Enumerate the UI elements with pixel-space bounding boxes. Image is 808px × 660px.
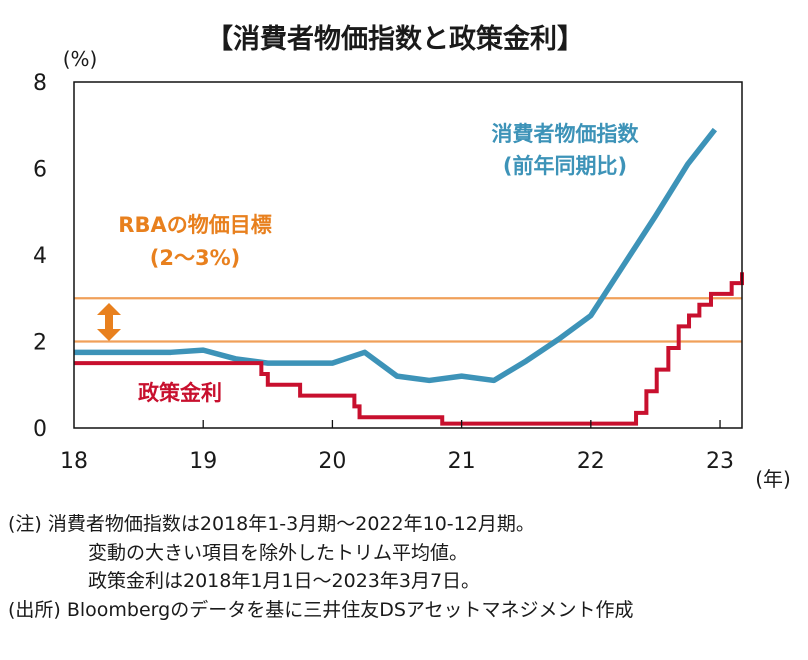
y-tick-label: 4 bbox=[33, 244, 47, 269]
y-tick-label: 0 bbox=[33, 417, 47, 442]
plot-frame bbox=[73, 81, 743, 429]
chart: 【消費者物価指数と政策金利】 (%) (年) 0 2 4 6 8 18 19 20 21 22 2… bbox=[33, 23, 791, 491]
y-tick-label: 6 bbox=[33, 158, 47, 183]
y-tick-label: 8 bbox=[33, 71, 47, 96]
x-tick-label: 21 bbox=[448, 449, 476, 474]
x-axis: 18 19 20 21 22 23 bbox=[60, 420, 734, 474]
cpi-label-line1: 消費者物価指数 bbox=[492, 122, 640, 146]
target-arrow bbox=[97, 303, 121, 341]
cpi-series bbox=[73, 127, 718, 384]
note-line: 変動の大きい項目を除外したトリム平均値。 bbox=[88, 541, 469, 564]
target-label-line2: (2〜3%) bbox=[150, 246, 240, 270]
y-axis: 0 2 4 6 8 bbox=[33, 71, 47, 442]
target-label-line1: RBAの物価目標 bbox=[118, 213, 271, 237]
policy-rate-label: 政策金利 bbox=[138, 381, 222, 405]
target-band bbox=[74, 297, 742, 343]
x-tick-label: 22 bbox=[577, 449, 605, 474]
series-layer bbox=[73, 127, 744, 426]
cpi-label-line2: (前年同期比) bbox=[503, 154, 627, 178]
x-tick-label: 23 bbox=[706, 449, 734, 474]
x-tick-label: 18 bbox=[60, 449, 88, 474]
y-axis-unit: (%) bbox=[63, 47, 98, 71]
note-line: 政策金利は2018年1月1日〜2023年3月7日。 bbox=[88, 570, 481, 592]
x-axis-unit: (年) bbox=[755, 467, 791, 491]
notes: (注) 消費者物価指数は2018年1-3月期〜2022年10-12月期。 変動の… bbox=[8, 510, 803, 624]
x-tick-label: 20 bbox=[318, 449, 346, 474]
y-tick-label: 2 bbox=[33, 331, 47, 356]
note-line: (注) 消費者物価指数は2018年1-3月期〜2022年10-12月期。 bbox=[8, 513, 535, 535]
chart-title: 【消費者物価指数と政策金利】 bbox=[206, 23, 584, 55]
policy-rate-series bbox=[73, 272, 744, 426]
x-tick-label: 19 bbox=[189, 449, 217, 474]
source-line: (出所) Bloombergのデータを基に三井住友DSアセットマネジメント作成 bbox=[8, 598, 634, 621]
target-arrow-icon bbox=[97, 303, 121, 341]
